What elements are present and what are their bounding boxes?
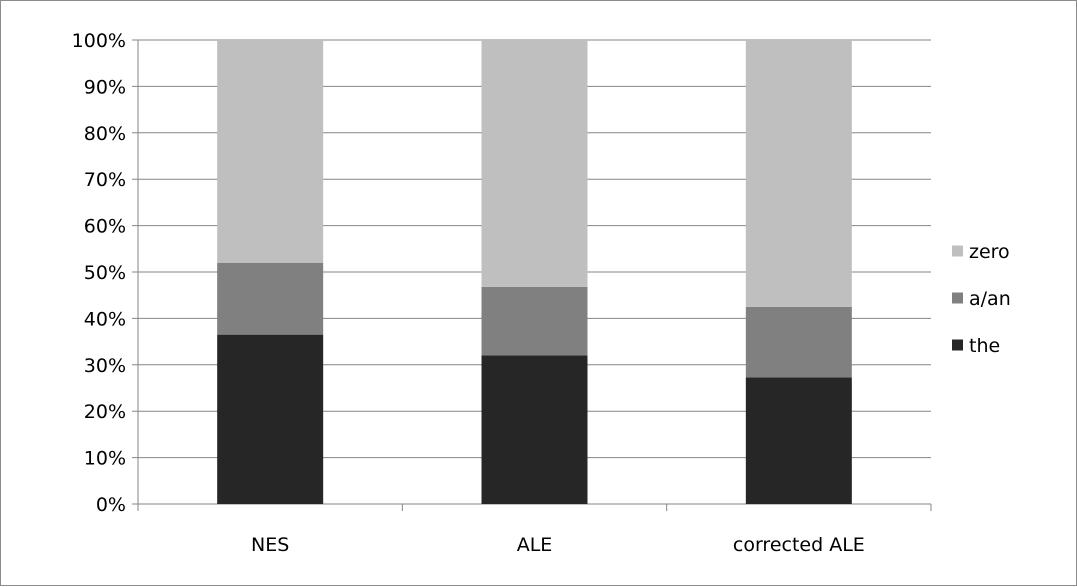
y-tick-label: 40%: [84, 308, 126, 330]
x-tick-label: ALE: [517, 534, 553, 556]
y-tick-label: 60%: [84, 216, 126, 238]
bar-the-ale: [481, 355, 588, 504]
y-tick-label: 100%: [72, 30, 126, 52]
legend-swatch: [952, 292, 963, 304]
bar-the-nes: [217, 334, 324, 504]
x-tick-label: NES: [251, 534, 289, 556]
bar-zero-nes: [217, 40, 324, 263]
bar-zero-ale: [481, 40, 588, 287]
y-tick-label: 0%: [96, 494, 126, 516]
legend-label: a/an: [969, 288, 1011, 310]
legend-swatch: [952, 339, 963, 351]
y-tick-label: 30%: [84, 355, 126, 377]
bar-a-an-ale: [481, 286, 588, 356]
y-tick-label: 90%: [84, 76, 126, 98]
legend-swatch: [952, 245, 963, 257]
y-tick-label: 10%: [84, 448, 126, 470]
legend-label: zero: [969, 241, 1010, 263]
y-tick-label: 20%: [84, 401, 126, 423]
bar-zero-corrected-ale: [745, 40, 852, 307]
y-tick-label: 50%: [84, 262, 126, 284]
y-tick-label: 70%: [84, 169, 126, 191]
bar-the-corrected-ale: [745, 377, 852, 504]
y-tick-label: 80%: [84, 123, 126, 145]
x-tick-label: corrected ALE: [733, 534, 865, 556]
bar-a-an-nes: [217, 262, 324, 335]
bar-a-an-corrected-ale: [745, 306, 852, 378]
legend: zero a/an the: [952, 241, 1011, 357]
legend-label: the: [969, 335, 1000, 357]
